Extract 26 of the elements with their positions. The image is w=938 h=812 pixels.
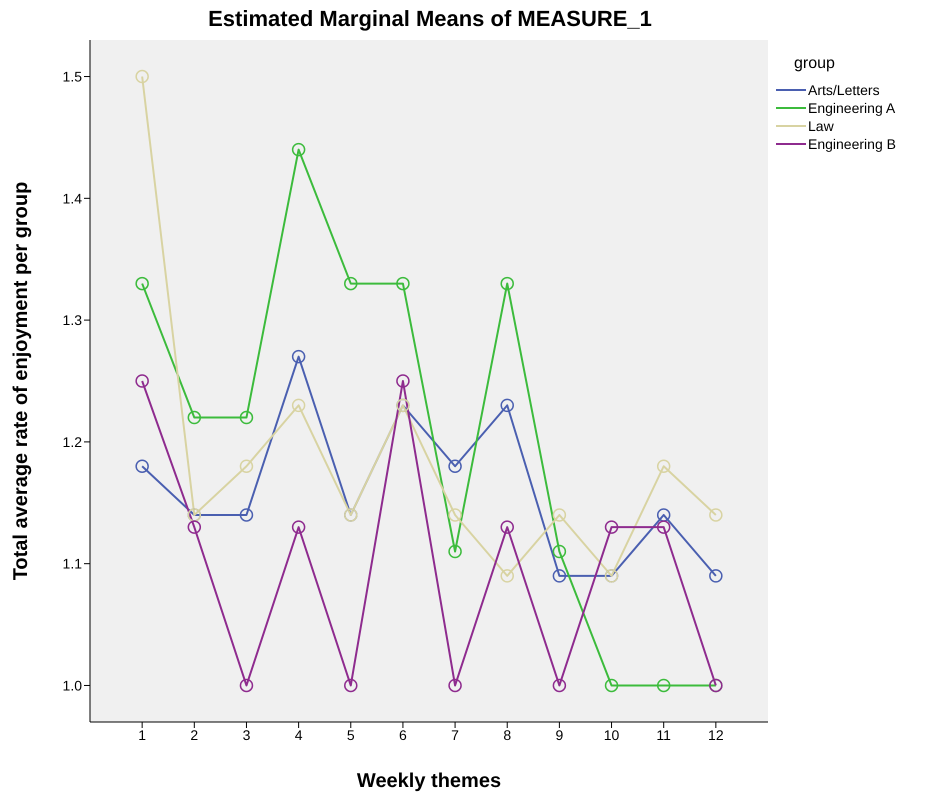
x-tick-label: 7 — [451, 726, 460, 743]
y-tick-label: 1.0 — [62, 677, 82, 694]
x-tick-label: 2 — [190, 726, 198, 743]
x-tick-label: 12 — [708, 726, 724, 743]
x-tick-label: 8 — [503, 726, 512, 743]
legend-label: Law — [808, 118, 834, 134]
x-tick-label: 4 — [294, 726, 303, 743]
legend-label: Engineering B — [808, 136, 896, 152]
y-tick-label: 1.3 — [62, 312, 82, 328]
x-tick-label: 3 — [242, 726, 251, 743]
y-tick-label: 1.1 — [62, 556, 82, 572]
x-tick-label: 5 — [346, 726, 355, 743]
x-tick-label: 1 — [138, 726, 146, 743]
x-tick-label: 6 — [399, 726, 408, 743]
y-tick-label: 1.4 — [62, 190, 82, 206]
y-axis-title: Total average rate of enjoyment per group — [10, 182, 32, 580]
x-axis-title: Weekly themes — [356, 770, 502, 792]
y-tick-label: 1.5 — [62, 68, 82, 85]
x-tick-label: 11 — [656, 726, 672, 743]
legend-title: group — [794, 55, 836, 73]
legend-label: Arts/Letters — [808, 82, 880, 98]
chart-title: Estimated Marginal Means of MEASURE_1 — [207, 6, 653, 32]
y-tick-label: 1.2 — [62, 434, 82, 450]
x-tick-label: 10 — [604, 726, 620, 743]
legend-label: Engineering A — [808, 100, 896, 116]
x-tick-label: 9 — [555, 726, 564, 743]
